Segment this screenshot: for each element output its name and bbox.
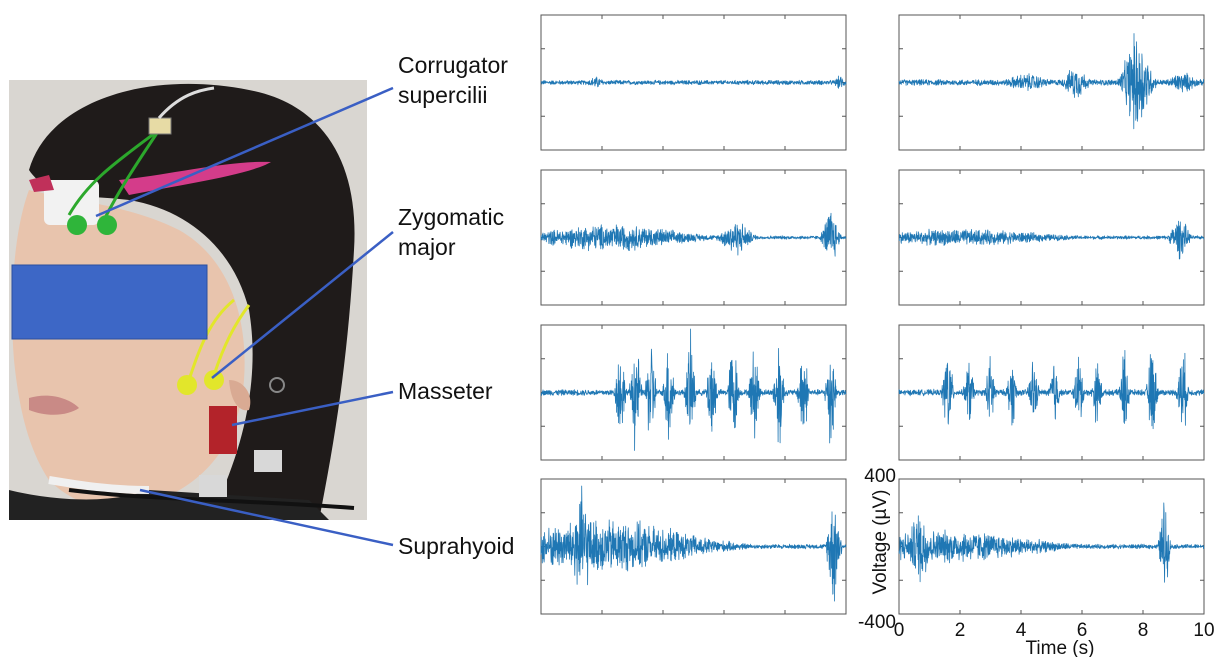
emg-panel-r3-c1 — [898, 478, 1205, 615]
label-suprahyoid: Suprahyoid — [398, 531, 514, 561]
x-tick-label: 4 — [1016, 620, 1027, 641]
emg-signal — [540, 485, 847, 602]
yellow-electrode-clip — [177, 375, 197, 395]
x-tick-label: 8 — [1138, 620, 1149, 641]
emg-signal — [540, 328, 847, 451]
emg-panel-r0-c0 — [540, 14, 847, 151]
emg-panel-r1-c0 — [540, 169, 847, 306]
x-axis-label: Time (s) — [1026, 638, 1095, 657]
emg-panel-r1-c1 — [898, 169, 1205, 306]
y-tick-label-top: 400 — [864, 466, 896, 487]
green-electrode-clip — [67, 215, 87, 235]
suprahyoid-pad — [48, 476, 150, 494]
emg-panel-r2-c0 — [540, 324, 847, 461]
emg-signal — [898, 33, 1205, 130]
label-zygomatic-major: Zygomatic major — [398, 202, 504, 262]
lips — [29, 395, 79, 415]
label-corrugator-supercilii: Corrugator supercilii — [398, 50, 508, 110]
label-line: major — [398, 234, 456, 260]
emg-signal — [540, 212, 847, 257]
x-tick-label: 2 — [955, 620, 966, 641]
emg-panel-r3-c0 — [540, 478, 847, 615]
label-masseter: Masseter — [398, 376, 493, 406]
y-axis-label: Voltage (µV) — [870, 490, 891, 595]
emg-panel-r0-c1 — [898, 14, 1205, 151]
label-line: supercilii — [398, 82, 488, 108]
red-hair-clip — [29, 175, 54, 192]
redaction-box — [11, 264, 208, 340]
emg-panel-r2-c1 — [898, 324, 1205, 461]
y-tick-label-bottom: -400 — [858, 612, 896, 633]
emg-signal — [898, 502, 1205, 583]
x-tick-label: 6 — [1077, 620, 1088, 641]
green-electrode-clip-2 — [97, 215, 117, 235]
white-electrode-clip — [254, 450, 282, 472]
label-line: Masseter — [398, 378, 493, 404]
label-line: Zygomatic — [398, 204, 505, 230]
emg-signal — [898, 220, 1205, 260]
x-tick-label: 10 — [1193, 620, 1214, 641]
label-line: Corrugator — [398, 52, 508, 78]
label-line: Suprahyoid — [398, 533, 515, 559]
emg-signal — [898, 350, 1205, 430]
x-tick-label: 0 — [894, 620, 905, 641]
emg-signal — [540, 75, 847, 89]
